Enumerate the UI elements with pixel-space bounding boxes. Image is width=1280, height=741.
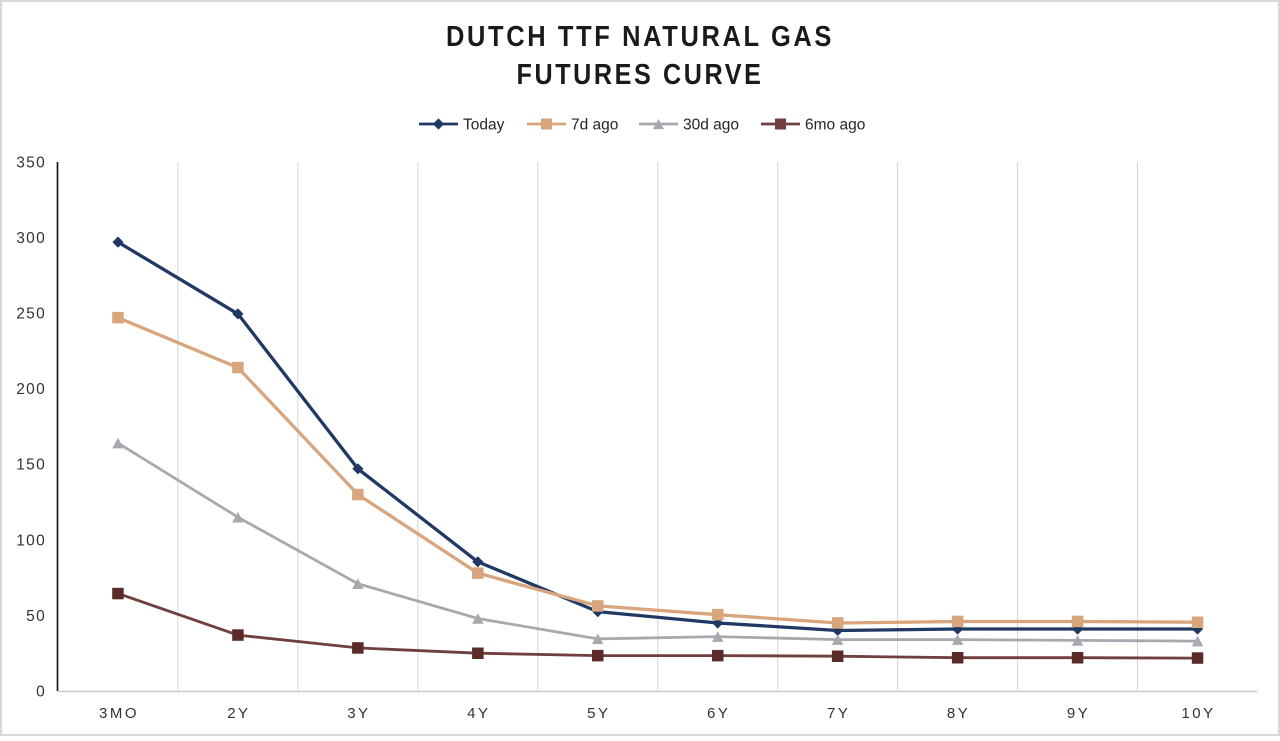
svg-text:30d ago: 30d ago (683, 117, 739, 134)
svg-text:200: 200 (16, 381, 46, 398)
svg-text:6Y: 6Y (707, 705, 730, 722)
svg-text:4Y: 4Y (467, 705, 490, 722)
svg-text:0: 0 (36, 683, 46, 700)
svg-text:6mo ago: 6mo ago (805, 117, 865, 134)
svg-text:7Y: 7Y (827, 705, 850, 722)
svg-text:8Y: 8Y (947, 705, 970, 722)
svg-text:Today: Today (463, 117, 505, 134)
svg-text:350: 350 (16, 154, 46, 171)
svg-text:9Y: 9Y (1067, 705, 1090, 722)
svg-text:10Y: 10Y (1181, 705, 1215, 722)
svg-text:2Y: 2Y (227, 705, 250, 722)
svg-text:50: 50 (26, 608, 46, 625)
svg-text:250: 250 (16, 306, 46, 323)
svg-text:3Y: 3Y (347, 705, 370, 722)
svg-text:FUTURES CURVE: FUTURES CURVE (517, 59, 764, 91)
svg-text:300: 300 (16, 230, 46, 247)
svg-text:7d ago: 7d ago (571, 117, 618, 134)
svg-text:100: 100 (16, 532, 46, 549)
svg-text:5Y: 5Y (587, 705, 610, 722)
svg-text:3MO: 3MO (99, 705, 139, 722)
svg-text:DUTCH TTF NATURAL GAS: DUTCH TTF NATURAL GAS (446, 21, 834, 53)
svg-text:150: 150 (16, 457, 46, 474)
